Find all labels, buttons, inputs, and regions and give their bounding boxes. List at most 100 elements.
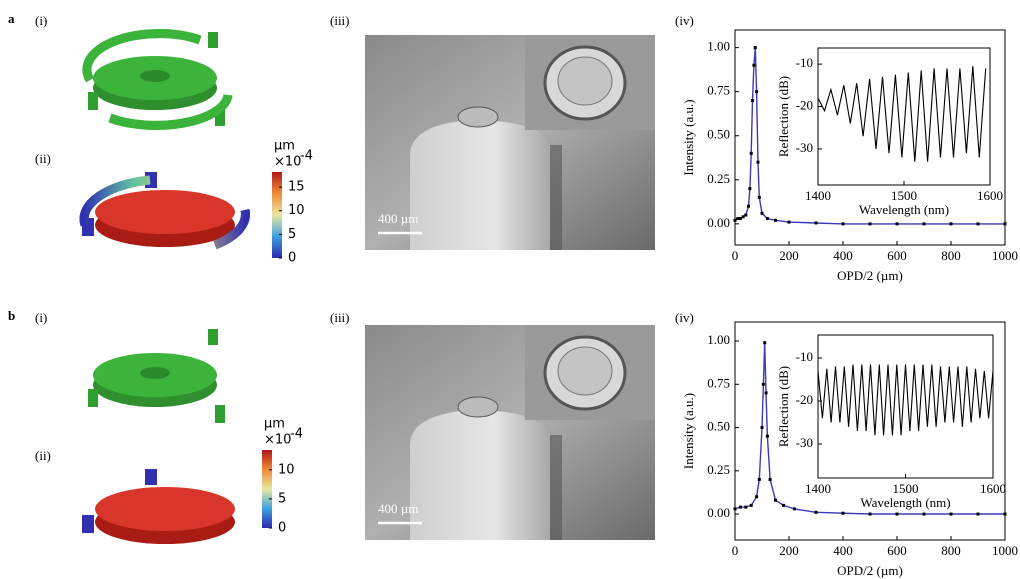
y-tick-label: -20 bbox=[796, 392, 813, 407]
x-axis-label: Wavelength (nm) bbox=[859, 202, 949, 217]
data-marker bbox=[750, 504, 753, 507]
panel-letter: b bbox=[8, 308, 15, 323]
colorbar-tick-label: 15 bbox=[288, 180, 305, 195]
data-marker bbox=[774, 499, 777, 502]
x-tick-label: 1400 bbox=[805, 481, 831, 496]
x-tick-label: 200 bbox=[779, 543, 799, 558]
data-marker bbox=[815, 221, 818, 224]
y-tick-label: -10 bbox=[796, 55, 813, 70]
deform-post bbox=[145, 469, 157, 485]
data-marker bbox=[761, 426, 764, 429]
colorbar-multiplier: ×10 bbox=[274, 155, 301, 170]
y-tick-label: 1.00 bbox=[707, 332, 730, 347]
y-axis-label: Reflection (dB) bbox=[776, 366, 791, 447]
y-tick-label: 0.25 bbox=[707, 462, 730, 477]
x-tick-label: 1500 bbox=[893, 481, 919, 496]
inset-background bbox=[818, 48, 990, 185]
data-marker bbox=[742, 215, 745, 218]
y-axis-label: Intensity (a.u.) bbox=[681, 393, 696, 469]
sem-inset-disk bbox=[558, 347, 612, 395]
y-axis-label: Reflection (dB) bbox=[776, 76, 791, 157]
x-tick-label: 1000 bbox=[992, 543, 1018, 558]
data-marker bbox=[762, 383, 765, 386]
colorbar bbox=[272, 172, 282, 258]
sem-device bbox=[458, 397, 498, 417]
data-marker bbox=[752, 64, 755, 67]
data-marker bbox=[923, 513, 926, 516]
page: a(i)(ii)(iii)(iv)µm×10-4051015400 µmb(i)… bbox=[0, 0, 1020, 579]
data-marker bbox=[788, 221, 791, 224]
data-marker bbox=[756, 161, 759, 164]
data-marker bbox=[766, 435, 769, 438]
scale-bar-label: 400 µm bbox=[378, 501, 418, 516]
x-tick-label: 400 bbox=[833, 248, 853, 263]
y-tick-label: -30 bbox=[796, 435, 813, 450]
colorbar-tick-label: 10 bbox=[288, 203, 305, 218]
data-marker bbox=[815, 511, 818, 514]
data-marker bbox=[758, 478, 761, 481]
y-tick-label: 0.75 bbox=[707, 375, 730, 390]
data-marker bbox=[739, 217, 742, 220]
data-marker bbox=[896, 513, 899, 516]
data-marker bbox=[736, 217, 739, 220]
data-marker bbox=[765, 391, 768, 394]
panel-part-label: (iv) bbox=[675, 13, 694, 28]
colorbar-tick-label: 0 bbox=[278, 521, 286, 536]
data-marker bbox=[761, 212, 764, 215]
data-marker bbox=[755, 90, 758, 93]
x-tick-label: 1000 bbox=[992, 248, 1018, 263]
colorbar bbox=[262, 450, 272, 528]
data-marker bbox=[758, 196, 761, 199]
y-tick-label: 0.50 bbox=[707, 127, 730, 142]
sem-device bbox=[458, 107, 498, 127]
x-tick-label: 0 bbox=[732, 543, 739, 558]
data-marker bbox=[748, 187, 751, 190]
data-marker bbox=[739, 506, 742, 509]
y-tick-label: 0.75 bbox=[707, 83, 730, 98]
colorbar-unit: µm bbox=[264, 417, 285, 432]
sem-fiber bbox=[410, 410, 550, 540]
colorbar-exponent: -4 bbox=[300, 149, 313, 164]
deform-top bbox=[95, 487, 235, 531]
figure: a(i)(ii)(iii)(iv)µm×10-4051015400 µmb(i)… bbox=[0, 0, 1020, 579]
colorbar-unit: µm bbox=[274, 139, 295, 154]
inset-background bbox=[818, 335, 993, 478]
x-tick-label: 1600 bbox=[977, 188, 1003, 203]
panel-part-label: (i) bbox=[35, 310, 47, 325]
colorbar-tick-label: 5 bbox=[288, 227, 296, 242]
y-tick-label: -20 bbox=[796, 98, 813, 113]
data-marker bbox=[869, 222, 872, 225]
x-tick-label: 600 bbox=[887, 248, 907, 263]
data-marker bbox=[869, 513, 872, 516]
data-marker bbox=[782, 504, 785, 507]
model-post bbox=[215, 405, 225, 423]
data-marker bbox=[766, 217, 769, 220]
y-tick-label: 0.25 bbox=[707, 171, 730, 186]
sem-fiber bbox=[410, 120, 550, 250]
data-marker bbox=[754, 46, 757, 49]
x-tick-label: 200 bbox=[779, 248, 799, 263]
data-marker bbox=[950, 222, 953, 225]
data-marker bbox=[842, 512, 845, 515]
data-marker bbox=[923, 222, 926, 225]
model-post bbox=[88, 92, 98, 110]
y-tick-label: 0.50 bbox=[707, 419, 730, 434]
data-marker bbox=[747, 205, 750, 208]
colorbar-exponent: -4 bbox=[290, 427, 303, 442]
sem-inset-disk bbox=[558, 57, 612, 105]
x-tick-label: 1600 bbox=[980, 481, 1006, 496]
model-hole bbox=[140, 70, 170, 82]
panel-part-label: (i) bbox=[35, 13, 47, 28]
y-axis-label: Intensity (a.u.) bbox=[681, 99, 696, 175]
deform-top bbox=[95, 190, 235, 234]
colorbar-tick-label: 5 bbox=[278, 491, 286, 506]
data-marker bbox=[769, 478, 772, 481]
x-tick-label: 0 bbox=[732, 248, 739, 263]
data-marker bbox=[950, 513, 953, 516]
x-tick-label: 1400 bbox=[805, 188, 831, 203]
y-tick-label: -10 bbox=[796, 349, 813, 364]
x-tick-label: 1500 bbox=[891, 188, 917, 203]
data-marker bbox=[750, 152, 753, 155]
panel-part-label: (ii) bbox=[35, 151, 51, 166]
x-tick-label: 600 bbox=[887, 543, 907, 558]
